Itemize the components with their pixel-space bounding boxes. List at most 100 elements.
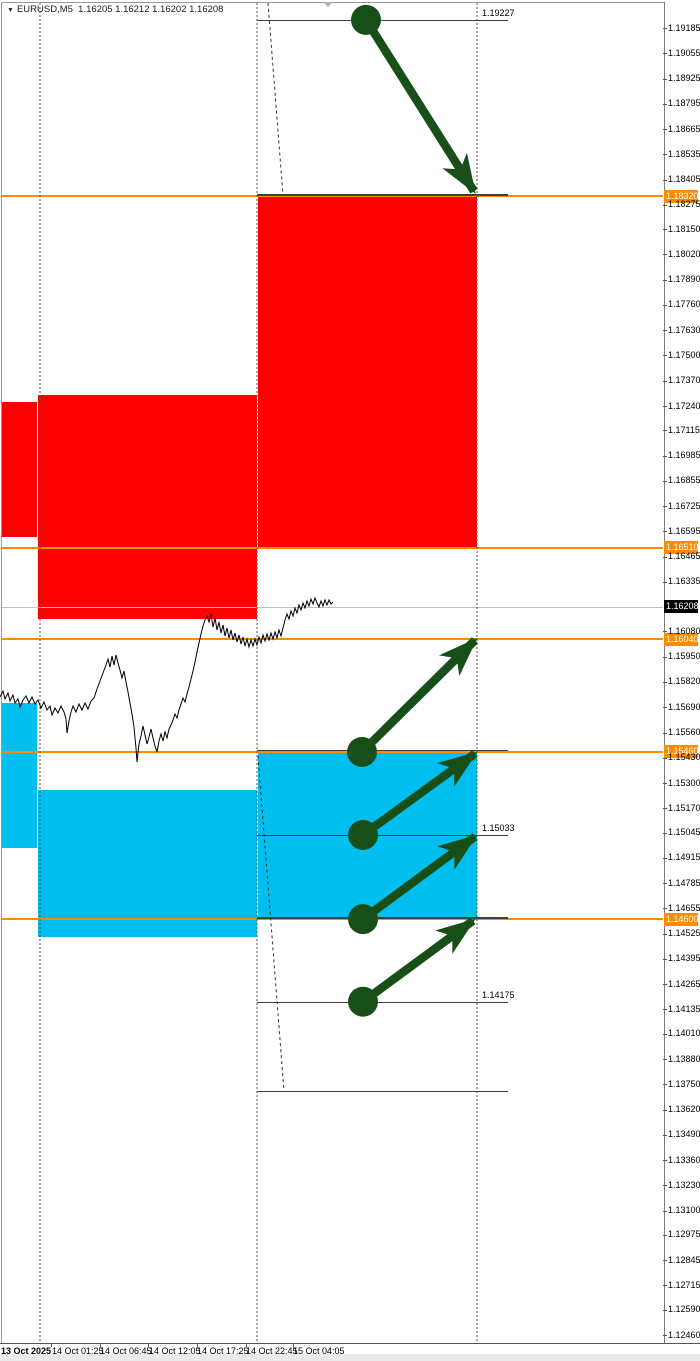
level-line[interactable] [257, 917, 508, 919]
time-axis-label: 14 Oct 12:05 [149, 1346, 201, 1356]
price-axis-tick [663, 556, 667, 558]
price-axis-label: 1.18405 [668, 174, 700, 185]
price-axis-label: 1.14265 [668, 978, 700, 989]
price-axis-label: 1.13620 [668, 1104, 700, 1115]
price-axis-label: 1.17890 [668, 274, 700, 285]
window-bottom-strip [0, 1354, 700, 1361]
current-price-badge: 1.16208 [664, 600, 699, 614]
price-axis-tick [663, 1335, 667, 1336]
price-axis-label: 1.15690 [668, 701, 700, 712]
price-axis-tick [663, 179, 667, 181]
orange-price-badge: 1.15460 [664, 745, 699, 759]
price-axis-label: 1.16985 [668, 450, 700, 461]
price-axis-tick [663, 1134, 667, 1136]
price-axis-label: 1.18665 [668, 123, 700, 134]
time-axis-label: 14 Oct 06:45 [100, 1346, 152, 1356]
time-axis-label: 15 Oct 04:05 [293, 1346, 345, 1356]
price-axis-border [664, 2, 665, 1344]
price-axis-tick [663, 506, 667, 508]
price-axis-tick [663, 1285, 667, 1287]
price-axis-label: 1.17760 [668, 299, 700, 310]
level-line[interactable] [257, 749, 508, 752]
price-axis-tick [663, 1033, 667, 1035]
price-axis-tick [663, 330, 667, 332]
orange-price-badge: 1.16510 [664, 541, 699, 555]
price-axis-label: 1.16725 [668, 500, 700, 511]
price-axis-tick [663, 355, 667, 357]
price-axis-label: 1.13490 [668, 1129, 700, 1140]
orange-level-line[interactable] [2, 918, 663, 921]
price-axis-tick [663, 103, 667, 105]
price-axis-tick [663, 783, 667, 785]
time-axis-tick [246, 1344, 247, 1347]
price-axis-tick [663, 631, 667, 633]
time-axis-label: 14 Oct 22:45 [246, 1346, 298, 1356]
level-line[interactable] [257, 194, 508, 196]
price-axis-tick [663, 908, 667, 910]
price-axis-label: 1.18535 [668, 148, 700, 159]
orange-level-line[interactable] [2, 195, 663, 198]
time-axis-tick [293, 1344, 294, 1347]
price-axis-tick [663, 1160, 667, 1162]
level-line[interactable] [257, 1001, 508, 1004]
price-axis-label: 1.16855 [668, 475, 700, 486]
price-axis-label: 1.14395 [668, 953, 700, 964]
orange-price-badge: 1.16040 [664, 632, 699, 646]
price-axis-label: 1.15045 [668, 827, 700, 838]
price-axis-tick [663, 531, 667, 533]
price-axis-tick [663, 1109, 667, 1111]
price-axis-label: 1.17115 [668, 424, 700, 435]
price-axis-tick [663, 933, 667, 935]
level-price-label: 1.14175 [482, 989, 515, 1000]
supply-zone[interactable] [2, 401, 37, 537]
level-line[interactable] [257, 19, 508, 22]
price-axis-label: 1.15170 [668, 802, 700, 813]
time-axis-tick [51, 1344, 52, 1347]
price-axis-label: 1.15560 [668, 727, 700, 738]
price-axis-label: 1.18795 [668, 98, 700, 109]
price-axis-label: 1.16335 [668, 576, 700, 587]
price-axis-label: 1.13360 [668, 1154, 700, 1165]
price-axis-tick [663, 883, 667, 885]
price-axis-label: 1.14655 [668, 902, 700, 913]
price-axis-tick [663, 1185, 667, 1187]
price-axis-label: 1.15820 [668, 676, 700, 687]
supply-zone[interactable] [38, 394, 257, 619]
price-axis-tick [663, 430, 667, 432]
price-axis-label: 1.14525 [668, 928, 700, 939]
price-axis-label: 1.13100 [668, 1205, 700, 1216]
orange-price-badge: 1.18320 [664, 189, 699, 203]
price-axis-tick [663, 28, 667, 29]
orange-price-badge: 1.14600 [664, 912, 699, 926]
time-axis-label: 13 Oct 2025 [1, 1346, 52, 1356]
price-axis-tick [663, 380, 667, 382]
price-axis-tick [663, 279, 667, 281]
price-axis-label: 1.12845 [668, 1254, 700, 1265]
demand-zone[interactable] [2, 702, 37, 848]
price-axis-tick [663, 480, 667, 482]
price-axis-tick [663, 154, 667, 156]
level-line[interactable] [257, 834, 508, 837]
price-axis-label: 1.17370 [668, 375, 700, 386]
collapse-triangle-icon[interactable]: ▼ [7, 7, 14, 14]
price-axis-tick [663, 1210, 667, 1212]
price-axis-label: 1.17500 [668, 349, 700, 360]
price-axis-label: 1.17630 [668, 324, 700, 335]
price-axis-tick [663, 1084, 667, 1086]
price-axis-label: 1.18020 [668, 248, 700, 259]
time-axis [0, 1343, 700, 1355]
price-axis-label: 1.12460 [668, 1329, 700, 1340]
supply-zone[interactable] [258, 196, 477, 548]
level-line[interactable] [257, 1090, 508, 1093]
price-axis-tick [663, 1260, 667, 1262]
chart-header: ▼ EURUSD,M5 1.16205 1.16212 1.16202 1.162… [7, 4, 223, 15]
level-price-label: 1.19227 [482, 7, 515, 18]
demand-zone[interactable] [38, 790, 257, 937]
price-axis-label: 1.12590 [668, 1304, 700, 1315]
symbol-period-label: EURUSD,M5 [16, 4, 73, 15]
orange-level-line[interactable] [2, 546, 663, 549]
orange-level-line[interactable] [2, 638, 663, 641]
price-axis-tick [663, 581, 667, 583]
price-axis-label: 1.13750 [668, 1078, 700, 1089]
